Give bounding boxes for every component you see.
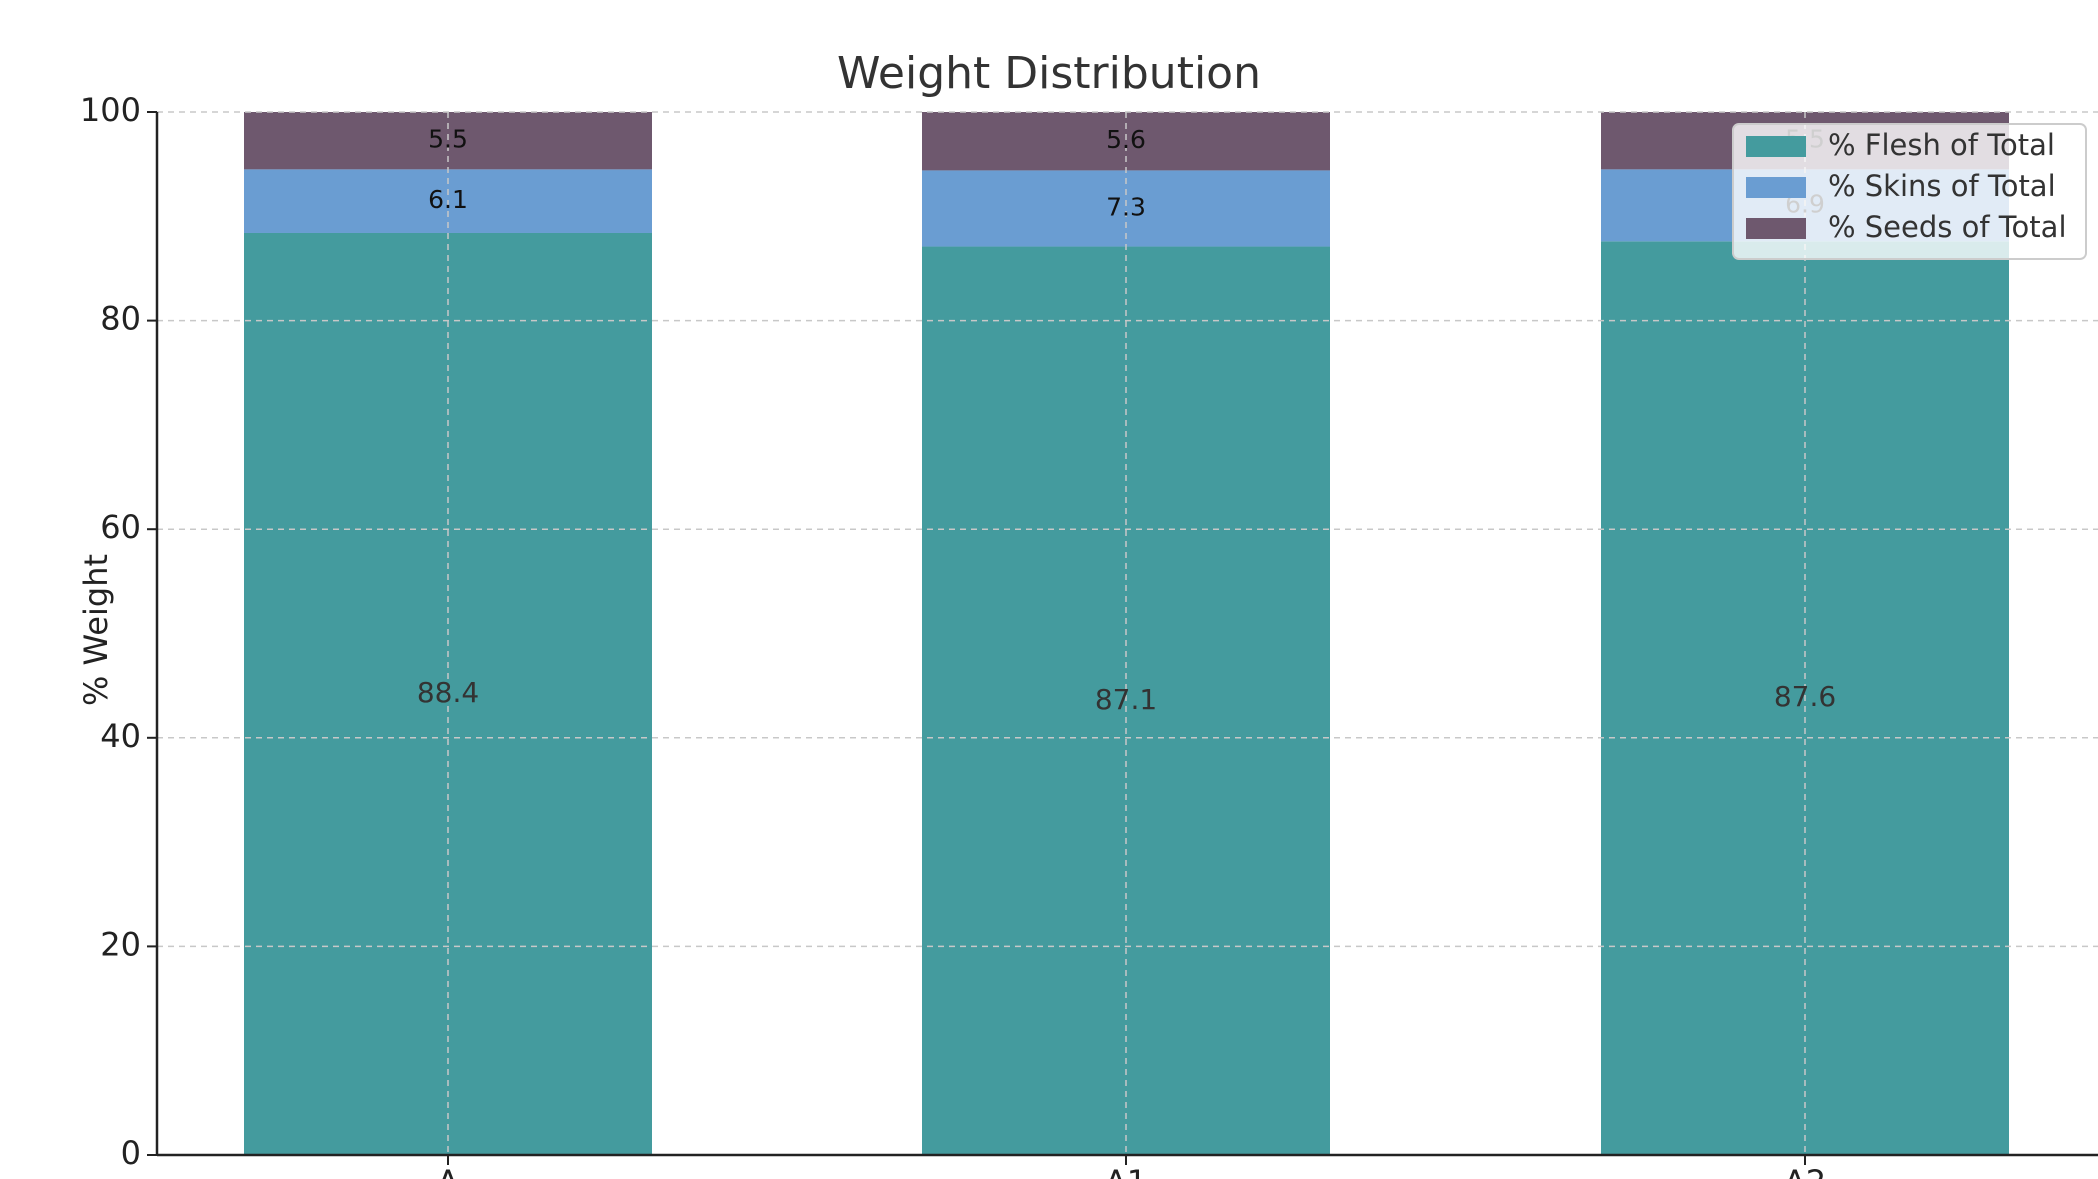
legend-swatch-2 xyxy=(1746,218,1806,239)
legend: % Flesh of Total % Skins of Total % Seeds … xyxy=(1732,123,2087,260)
data-label-A1-series-2: 5.6 xyxy=(1106,125,1146,154)
data-label-A1-series-0: 87.1 xyxy=(1095,683,1157,716)
y-tick-label: 40 xyxy=(100,717,141,755)
data-label-A-series-0: 88.4 xyxy=(417,676,479,709)
y-tick-label: 0 xyxy=(121,1134,141,1172)
bar-A-series-0 xyxy=(244,232,652,1155)
legend-swatch-0 xyxy=(1746,136,1806,157)
y-tick-label: 20 xyxy=(100,925,141,963)
y-tick-label: 60 xyxy=(100,508,141,546)
data-label-A1-series-1: 7.3 xyxy=(1106,192,1146,221)
y-tick-label: 100 xyxy=(80,91,141,129)
x-tick-label-A2: A2 xyxy=(1784,1163,1826,1179)
legend-box xyxy=(1732,123,2087,260)
x-tick-label-A1: A1 xyxy=(1105,1163,1147,1179)
legend-label-1: % Skins of Total xyxy=(1828,169,2056,203)
data-label-A-series-1: 6.1 xyxy=(428,185,468,214)
data-label-A2-series-0: 87.6 xyxy=(1774,680,1836,713)
legend-label-0: % Flesh of Total xyxy=(1828,128,2055,162)
chart-title: Weight Distribution xyxy=(837,48,1261,99)
x-tick-label-A: A xyxy=(437,1163,459,1179)
legend-swatch-1 xyxy=(1746,177,1806,198)
legend-label-2: % Seeds of Total xyxy=(1828,210,2067,244)
y-tick-label: 80 xyxy=(100,300,141,338)
data-label-A-series-2: 5.5 xyxy=(428,125,468,154)
